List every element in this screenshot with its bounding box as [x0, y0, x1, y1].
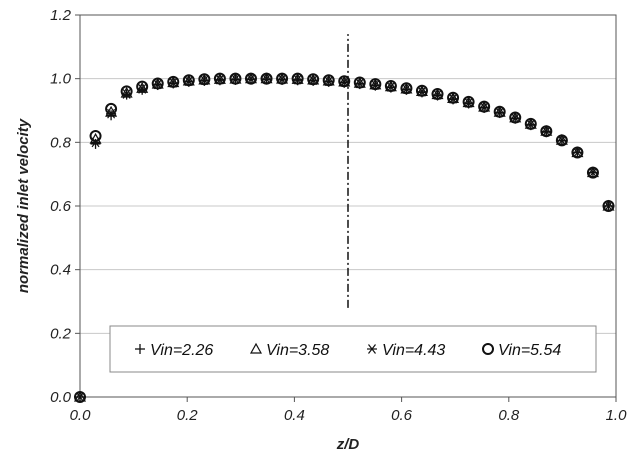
legend-marker-circle [482, 343, 494, 355]
data-point-asterisk [603, 201, 614, 211]
data-point-circle [338, 75, 351, 88]
data-point-circle [167, 75, 180, 88]
data-point-circle [213, 72, 226, 85]
data-point-circle [120, 85, 133, 98]
data-point-circle [415, 84, 428, 97]
data-point-circle [182, 74, 195, 87]
data-point-asterisk [587, 167, 598, 178]
legend-marker-plus [135, 344, 145, 354]
legend-box [109, 325, 597, 373]
data-point-circle [369, 78, 382, 91]
y-axis-title: normalized inlet velocity [15, 118, 32, 293]
data-point-asterisk [261, 74, 272, 84]
x-tick-label: 0.6 [391, 407, 413, 424]
data-point-circle [447, 91, 460, 104]
data-point-asterisk [556, 135, 567, 146]
data-point-circle [291, 72, 304, 85]
legend-label: Vin=3.58 [266, 342, 329, 359]
data-point-asterisk [245, 74, 256, 84]
data-point-circle [555, 134, 568, 147]
data-point-circle [322, 74, 335, 87]
y-tick-label: 0.4 [50, 262, 71, 279]
data-point-circle [307, 73, 320, 86]
data-point-circle [602, 200, 615, 212]
data-point-circle [586, 166, 599, 179]
data-point-plus [106, 110, 117, 121]
data-point-circle [509, 111, 522, 124]
data-point-asterisk [541, 126, 552, 137]
y-tick-label: 0.0 [50, 389, 72, 406]
data-point-circle [244, 72, 257, 85]
data-point-asterisk [572, 147, 583, 158]
x-tick-label: 0.4 [284, 407, 305, 424]
data-point-circle [571, 146, 584, 159]
y-tick-label: 0.8 [50, 134, 72, 151]
data-point-circle [524, 117, 537, 130]
legend-label: Vin=2.26 [150, 342, 213, 359]
y-tick-label: 1.2 [50, 7, 72, 24]
data-point-circle [276, 72, 289, 85]
data-point-circle [74, 391, 86, 403]
data-point-circle [431, 87, 444, 100]
x-tick-label: 1.0 [606, 407, 628, 424]
data-point-asterisk [121, 89, 132, 99]
data-point-circle [260, 72, 273, 85]
data-point-circle [136, 80, 149, 93]
y-tick-label: 0.2 [50, 325, 72, 342]
data-point-circle [400, 82, 413, 95]
legend-marker-asterisk [367, 344, 377, 354]
data-point-circle [462, 95, 475, 108]
data-point-asterisk [90, 137, 101, 148]
data-point-circle [151, 77, 164, 90]
data-point-circle [493, 105, 506, 118]
data-point-circle [353, 76, 366, 89]
x-tick-label: 0.0 [70, 407, 92, 424]
data-point-triangle [555, 133, 568, 145]
x-tick-label: 0.2 [177, 407, 199, 424]
x-tick-label: 0.8 [498, 407, 520, 424]
data-point-asterisk [75, 392, 85, 402]
y-tick-label: 0.6 [50, 198, 72, 215]
data-point-circle [478, 100, 491, 113]
data-point-circle [105, 102, 118, 115]
y-tick-label: 1.0 [50, 71, 72, 88]
data-point-triangle [105, 105, 118, 117]
data-point-circle [540, 125, 553, 138]
x-axis-title: z/D [336, 436, 360, 453]
data-point-circle [198, 73, 211, 86]
data-point-circle [89, 129, 102, 142]
data-point-circle [384, 79, 397, 92]
legend-marker-triangle [249, 342, 263, 354]
legend-label: Vin=5.54 [498, 342, 561, 359]
legend-label: Vin=4.43 [382, 342, 445, 359]
data-point-circle [229, 72, 242, 85]
